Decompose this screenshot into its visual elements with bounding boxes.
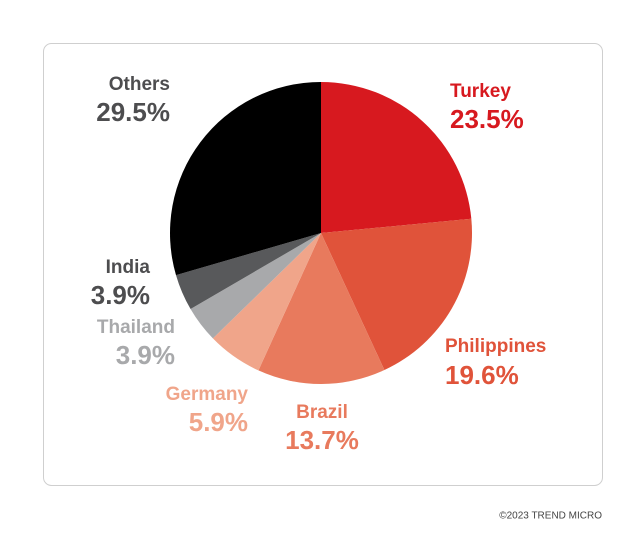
pie-slice: [212, 233, 321, 371]
source: ©2023 TREND MICRO: [499, 511, 602, 522]
slice-label: Philippines: [445, 336, 546, 357]
pie-slice: [321, 218, 473, 371]
pie-slice: [258, 233, 385, 384]
value-label: 3.9%: [116, 340, 175, 370]
slice-label: Brazil: [296, 402, 348, 423]
value-label: 19.6%: [445, 360, 519, 390]
pie-slice: [169, 81, 321, 276]
value-label: 29.5%: [96, 97, 170, 127]
slice-label: Turkey: [450, 81, 511, 102]
pie-slice: [321, 82, 472, 233]
pie-slice: [190, 233, 321, 339]
slice-label: India: [106, 257, 151, 278]
value-label: 3.9%: [91, 280, 150, 310]
slice-label: Others: [109, 74, 170, 95]
pie-slice: [175, 233, 321, 310]
slice-label: Germany: [166, 384, 249, 405]
value-label: 5.9%: [189, 407, 248, 437]
slice-label: Thailand: [97, 317, 175, 338]
value-label: 13.7%: [285, 425, 359, 455]
value-label: 23.5%: [450, 104, 524, 134]
